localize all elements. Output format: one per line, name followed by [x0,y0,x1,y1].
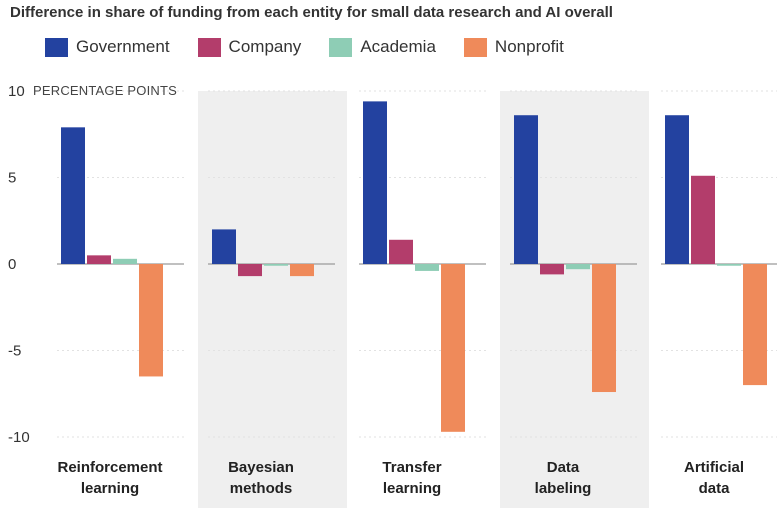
y-axis-label: PERCENTAGE POINTS [33,83,177,98]
legend-item-academia: Academia [329,37,436,57]
legend: Government Company Academia Nonprofit [45,36,592,58]
category-label: labeling [535,480,592,497]
legend-swatch [197,37,221,57]
y-tick-label: 5 [8,170,16,187]
bar-government [61,127,85,264]
category-label: data [699,480,731,497]
y-tick-label: 0 [8,256,16,273]
legend-label: Academia [360,37,436,56]
bar-academia [264,264,288,266]
legend-swatch [463,37,487,57]
category-label: Transfer [382,459,441,476]
bar-government [514,115,538,264]
category-label: Artificial [684,459,744,476]
legend-label: Company [228,37,302,56]
bar-government [665,115,689,264]
bar-company [691,175,715,264]
category-label: Bayesian [228,459,294,476]
bar-academia [717,264,741,266]
y-tick-label: 10 [8,83,25,100]
legend-swatch [45,37,68,57]
bar-nonprofit [743,264,767,386]
bar-academia [566,264,590,270]
legend-label: Government [76,37,170,56]
category-label: learning [383,480,441,497]
bar-academia [113,258,137,264]
legend-item-government: Government [45,37,170,57]
category-label: methods [230,480,293,497]
bar-government [212,229,236,264]
bar-nonprofit [139,264,163,377]
category-label: learning [81,480,139,497]
y-tick-label: -10 [8,429,30,446]
legend-item-company: Company [197,37,302,57]
bar-nonprofit [441,264,465,432]
bar-company [540,264,564,275]
bar-government [363,101,387,264]
bar-company [87,255,111,264]
background-band [198,91,347,508]
category-label: Data [547,459,580,476]
category-label: Reinforcement [57,459,162,476]
legend-label: Nonprofit [494,37,564,56]
bar-nonprofit [592,264,616,393]
legend-swatch [329,37,353,57]
bar-company [389,239,413,264]
bar-company [238,264,262,277]
bar-nonprofit [290,264,314,277]
y-tick-label: -5 [8,343,21,360]
bar-academia [415,264,439,271]
chart-title: Difference in share of funding from each… [10,4,613,21]
legend-item-nonprofit: Nonprofit [463,37,564,57]
